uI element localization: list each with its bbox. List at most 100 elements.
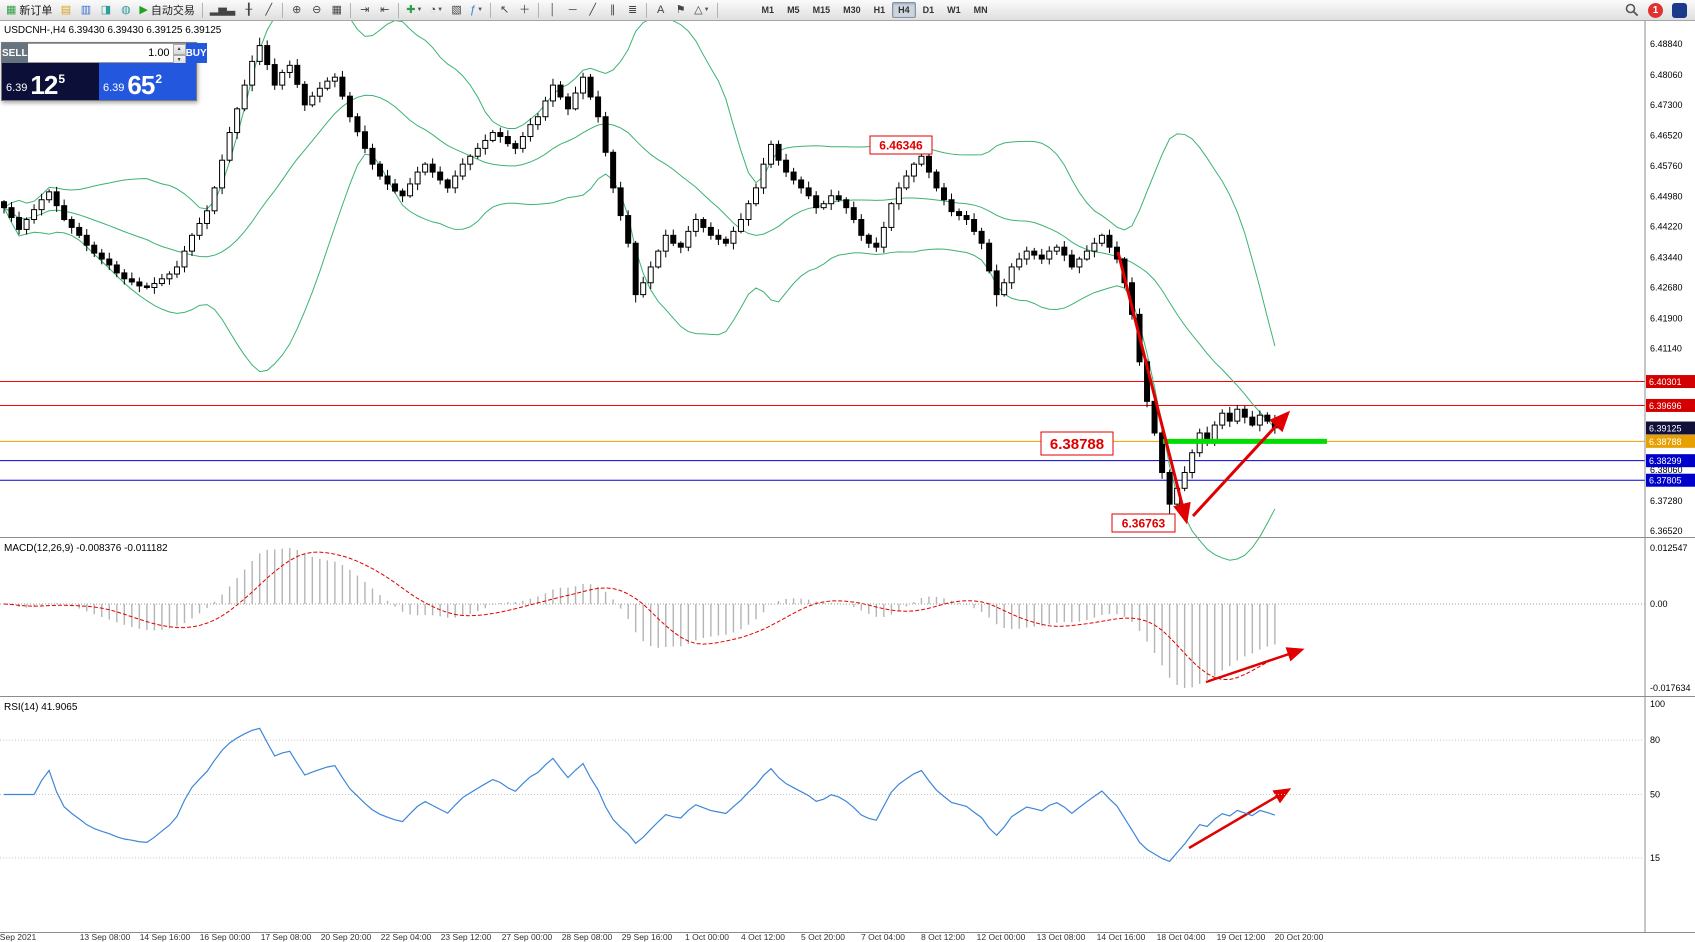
trend-arrow[interactable] (1205, 647, 1305, 684)
tile-windows-icon[interactable]: ▦ (327, 1, 346, 19)
autotrading-icon: ▶ (139, 4, 148, 16)
bar-chart-icon: ▂▅▃ (209, 4, 236, 16)
templates-icon[interactable]: ▧ (447, 1, 466, 19)
text-icon[interactable]: A (651, 1, 670, 19)
trade-history-icon[interactable]: ▤ (56, 1, 75, 19)
new-order-button[interactable]: ▦ 新订单 (3, 1, 55, 19)
candle-up (745, 203, 752, 221)
line-chart-icon[interactable]: ╱ (259, 1, 278, 19)
timeframe-w1[interactable]: W1 (947, 5, 961, 15)
new-chart-button[interactable]: ✚ ▼ (403, 1, 425, 19)
volume-input[interactable] (27, 44, 173, 62)
candle-down (971, 219, 978, 232)
trend-arrow[interactable] (1188, 788, 1292, 850)
price-annotation-box[interactable] (1040, 431, 1114, 456)
trend-arrow[interactable] (1191, 410, 1291, 518)
candle-up (1001, 282, 1008, 296)
price-annotation-text: 6.36763 (1122, 516, 1166, 530)
price-annotation-box[interactable] (869, 135, 933, 155)
candle-up (422, 163, 429, 173)
zoom-out-icon[interactable]: ⊖ (307, 1, 326, 19)
channel-icon[interactable]: ∥ (603, 1, 622, 19)
candle-up (692, 219, 699, 232)
candle-up (414, 171, 421, 185)
candle-up (662, 234, 669, 252)
notification-badge[interactable]: 1 (1648, 2, 1663, 18)
candle-down (1061, 246, 1068, 256)
timeframe-h1[interactable]: H1 (873, 5, 886, 15)
timeframe-m1[interactable]: M1 (761, 5, 775, 15)
navigator-icon[interactable]: ◨ (96, 1, 115, 19)
fibonacci-icon[interactable]: ≣ (623, 1, 642, 19)
terminal-icon[interactable]: ◍ (116, 1, 135, 19)
toolbar-separator (646, 2, 648, 18)
community-app-icon[interactable] (1672, 2, 1687, 18)
volume-increase-button[interactable]: ▲ (172, 44, 186, 55)
macd-axis-label: 0.012547 (1650, 543, 1688, 553)
candle-down (850, 207, 857, 221)
new-order-icon: ▦ (6, 4, 17, 16)
timeframe-mn[interactable]: MN (973, 5, 988, 15)
trendline-icon[interactable]: ╱ (583, 1, 602, 19)
timeframe-d1[interactable]: D1 (922, 5, 935, 15)
sell-button[interactable]: SELL (2, 43, 28, 63)
candle-down (377, 163, 383, 177)
candle-down (595, 96, 602, 118)
candle-up (482, 139, 489, 149)
chart-shift-icon[interactable]: ⇤ (375, 1, 394, 19)
periods-button[interactable]: ◔ ▼ (426, 1, 446, 19)
horizontal-line-icon[interactable]: ─ (563, 1, 582, 19)
price-annotation-box[interactable] (1111, 513, 1176, 533)
price-tick-label: 6.45760 (1650, 161, 1683, 171)
dropdown-arrow-icon: ▼ (477, 7, 484, 13)
candle-down (392, 183, 399, 192)
trade-widget-top-row: SELL ▲ ▼ BUY (2, 43, 207, 66)
candle-up (467, 155, 474, 165)
candlestick-chart-icon[interactable]: ╂ (239, 1, 258, 19)
trend-arrow[interactable] (1116, 251, 1191, 525)
market-watch-icon[interactable]: ▥ (76, 1, 95, 19)
time-tick-label: 17 Sep 08:00 (261, 932, 312, 942)
cursor-icon[interactable]: ↖ (495, 1, 514, 19)
timeframe-m15[interactable]: M15 (812, 5, 831, 15)
bar-chart-icon[interactable]: ▂▅▃ (207, 1, 238, 19)
price-tick-label: 6.46520 (1650, 131, 1683, 141)
candle-down (384, 175, 391, 185)
crosshair-icon[interactable]: ＋ (515, 1, 534, 19)
vertical-line-icon[interactable]: │ (543, 1, 562, 19)
auto-scroll-icon[interactable]: ⇥ (355, 1, 374, 19)
search-icon[interactable] (1625, 3, 1639, 17)
timeframe-m5[interactable]: M5 (787, 5, 800, 15)
candle-down (68, 219, 75, 228)
price-tick-label: 6.41900 (1650, 313, 1683, 323)
volume-box: ▲ ▼ (27, 43, 186, 66)
candle-down (61, 205, 68, 221)
timeframe-h4[interactable]: H4 (892, 2, 916, 18)
shapes-button[interactable]: △ ▼ (691, 1, 712, 19)
candle-down (963, 215, 970, 221)
candle-down (76, 226, 83, 236)
candle-up (23, 219, 30, 230)
autotrading-button[interactable]: ▶ 自动交易 (136, 1, 197, 19)
buy-button[interactable]: BUY (185, 43, 207, 63)
candle-up (241, 84, 248, 110)
indicators-button[interactable]: ƒ ▼ (467, 1, 486, 19)
toolbar-separator (201, 2, 203, 18)
candle-down (83, 234, 90, 246)
price-tick-label: 6.38060 (1650, 465, 1683, 475)
trade-history-icon: ▤ (60, 4, 72, 16)
sell-price-display[interactable]: 6.39 12 5 (2, 63, 99, 100)
candle-down (978, 230, 985, 244)
sell-price-fraction: 5 (58, 72, 66, 86)
timeframe-m30[interactable]: M30 (843, 5, 861, 15)
candle-up (737, 219, 744, 232)
buy-price-display[interactable]: 6.39 65 2 (99, 63, 196, 100)
candle-up (181, 250, 188, 268)
time-tick-label: 5 Oct 20:00 (801, 932, 845, 942)
candle-up (580, 76, 587, 94)
label-icon[interactable]: ⚑ (671, 1, 690, 19)
candle-down (16, 217, 23, 230)
zoom-in-icon[interactable]: ⊕ (287, 1, 306, 19)
toolbar-separator (538, 2, 540, 18)
